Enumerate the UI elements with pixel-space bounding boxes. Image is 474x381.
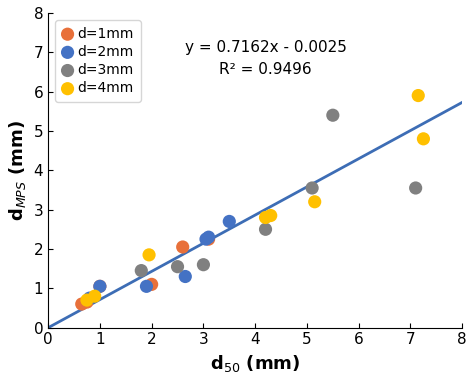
d=4mm — [145, 252, 153, 258]
d=3mm — [174, 264, 182, 270]
d=4mm — [267, 213, 274, 219]
d=1mm — [78, 301, 85, 307]
d=1mm — [96, 283, 104, 290]
d=1mm — [205, 236, 212, 242]
X-axis label: d$_{50}$ (mm): d$_{50}$ (mm) — [210, 353, 301, 374]
d=2mm — [143, 283, 150, 290]
d=4mm — [311, 199, 319, 205]
d=1mm — [83, 299, 91, 305]
Text: y = 0.7162x - 0.0025: y = 0.7162x - 0.0025 — [184, 40, 346, 56]
d=2mm — [205, 234, 212, 240]
d=3mm — [262, 226, 269, 232]
d=2mm — [226, 218, 233, 224]
d=4mm — [83, 297, 91, 303]
Y-axis label: d$_{MPS}$ (mm): d$_{MPS}$ (mm) — [7, 120, 28, 221]
d=3mm — [412, 185, 419, 191]
Text: R² = 0.9496: R² = 0.9496 — [219, 62, 312, 77]
Legend: d=1mm, d=2mm, d=3mm, d=4mm: d=1mm, d=2mm, d=3mm, d=4mm — [55, 20, 141, 102]
d=4mm — [414, 93, 422, 99]
d=2mm — [96, 283, 104, 290]
d=4mm — [419, 136, 427, 142]
d=1mm — [179, 244, 186, 250]
d=4mm — [262, 215, 269, 221]
d=2mm — [182, 274, 189, 280]
d=2mm — [202, 236, 210, 242]
d=1mm — [148, 281, 155, 287]
d=3mm — [329, 112, 337, 118]
d=3mm — [308, 185, 316, 191]
d=4mm — [91, 293, 99, 299]
d=3mm — [200, 262, 207, 268]
d=2mm — [86, 295, 93, 301]
d=3mm — [137, 267, 145, 274]
